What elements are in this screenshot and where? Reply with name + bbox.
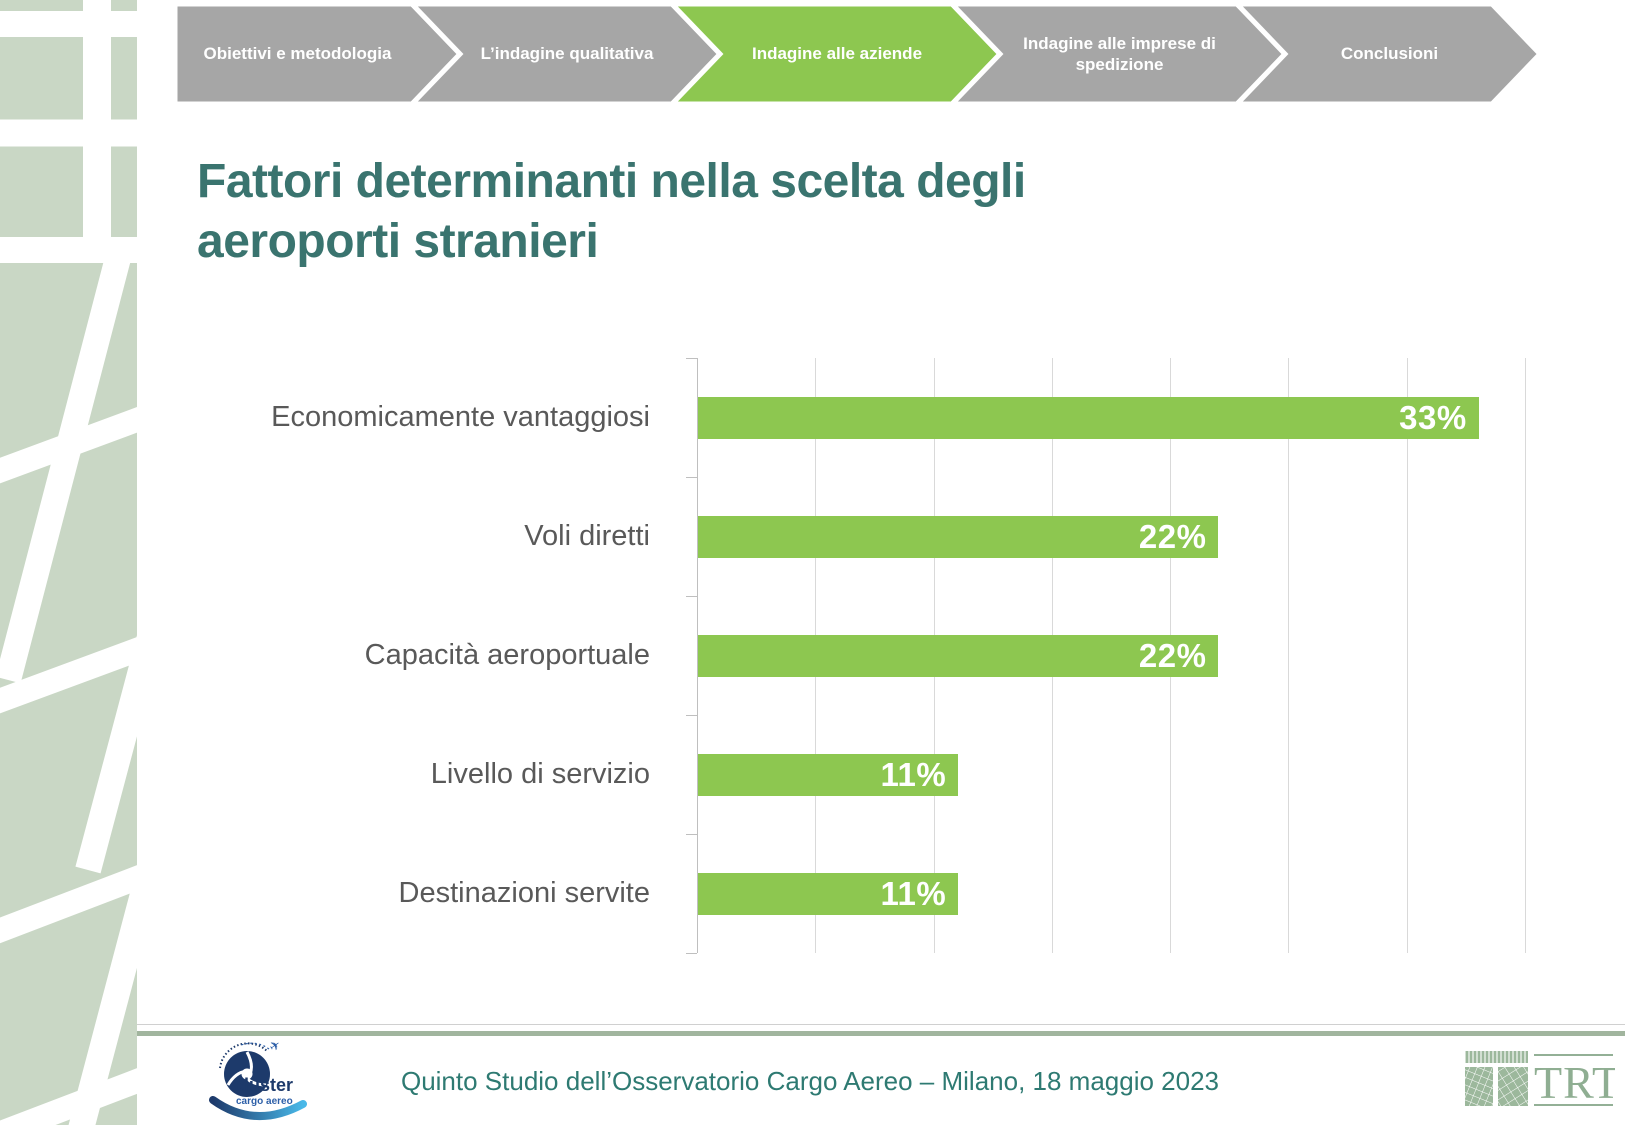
bar-value-label-3: 22% bbox=[1138, 636, 1207, 674]
category-label-1: Economicamente vantaggiosi bbox=[271, 401, 650, 433]
footer-caption: Quinto Studio dell’Osservatorio Cargo Ae… bbox=[400, 1066, 1220, 1096]
plane-icon: ✈ bbox=[266, 1036, 284, 1055]
gridline bbox=[1525, 358, 1526, 953]
axis-tick bbox=[686, 953, 697, 954]
gridline bbox=[1406, 358, 1408, 953]
bar-value-label-1: 33% bbox=[1399, 398, 1467, 436]
trt-logo: TRT bbox=[1465, 1051, 1615, 1108]
plane-trail bbox=[240, 1042, 270, 1050]
aperture-icon bbox=[224, 1051, 270, 1097]
bar-value-label-4: 11% bbox=[880, 755, 947, 793]
nav-step-4[interactable]: Indagine alle imprese di spedizione bbox=[1023, 33, 1216, 74]
bar-value-label-2: 22% bbox=[1138, 517, 1207, 555]
nav-chevron-shape-5 bbox=[1233, 4, 1540, 104]
category-label-3: Capacità aeroportuale bbox=[364, 639, 650, 671]
axis-tick bbox=[686, 358, 697, 359]
section-nav-shapes bbox=[175, 4, 1540, 104]
bar-5: 11% bbox=[698, 872, 959, 915]
page-title: Fattori determinanti nella scelta degli … bbox=[197, 152, 1397, 273]
nav-step-1[interactable]: Obiettivi e metodologia bbox=[203, 44, 392, 64]
page-title-line2: aeroporti stranieri bbox=[197, 215, 599, 269]
cluster-swoosh bbox=[209, 1096, 307, 1121]
nav-step-3[interactable]: Indagine alle aziende bbox=[751, 44, 923, 64]
footer-divider-line bbox=[137, 1031, 1625, 1036]
bar-value-label-5: 11% bbox=[880, 874, 947, 912]
nav-chevron-shape-4 bbox=[948, 4, 1289, 104]
axis-tick bbox=[686, 477, 697, 478]
gridline bbox=[1288, 358, 1290, 953]
category-label-4: Livello di servizio bbox=[430, 758, 650, 790]
cluster-arc-text bbox=[219, 1042, 268, 1069]
category-label-5: Destinazioni servite bbox=[398, 877, 650, 909]
category-label-2: Voli diretti bbox=[524, 520, 650, 552]
bar-4: 11% bbox=[698, 753, 959, 796]
axis-tick bbox=[686, 715, 697, 716]
footer-hairline bbox=[137, 1024, 1625, 1025]
cluster-logo-name: cluster bbox=[234, 1075, 293, 1095]
trt-tile-strip bbox=[1465, 1051, 1528, 1063]
bar-2: 22% bbox=[698, 515, 1219, 558]
axis-tick bbox=[686, 596, 697, 597]
bar-1: 33% bbox=[698, 396, 1479, 439]
decorative-map-pattern bbox=[0, 0, 137, 1125]
axis-tick bbox=[686, 834, 697, 835]
nav-step-2[interactable]: L’indagine qualitativa bbox=[480, 44, 654, 64]
cluster-cargo-aereo-logo: cluster cargo aereo ✈ bbox=[209, 1036, 307, 1121]
trt-logo-text: TRT bbox=[1534, 1057, 1615, 1108]
y-axis-line bbox=[697, 358, 698, 953]
trt-tile-right bbox=[1498, 1067, 1528, 1106]
nav-step-5[interactable]: Conclusioni bbox=[1340, 44, 1439, 64]
nav-chevron-shape-2 bbox=[408, 4, 724, 104]
trt-tile-left bbox=[1465, 1067, 1493, 1106]
nav-chevron-shape-3 bbox=[668, 4, 1004, 104]
cluster-logo-subtitle: cargo aereo bbox=[236, 1096, 293, 1107]
page-title-line1: Fattori determinanti nella scelta degli bbox=[197, 155, 1026, 208]
section-nav: Obiettivi e metodologia L’indagine qualit… bbox=[175, 4, 1540, 104]
bar-3: 22% bbox=[698, 634, 1219, 677]
